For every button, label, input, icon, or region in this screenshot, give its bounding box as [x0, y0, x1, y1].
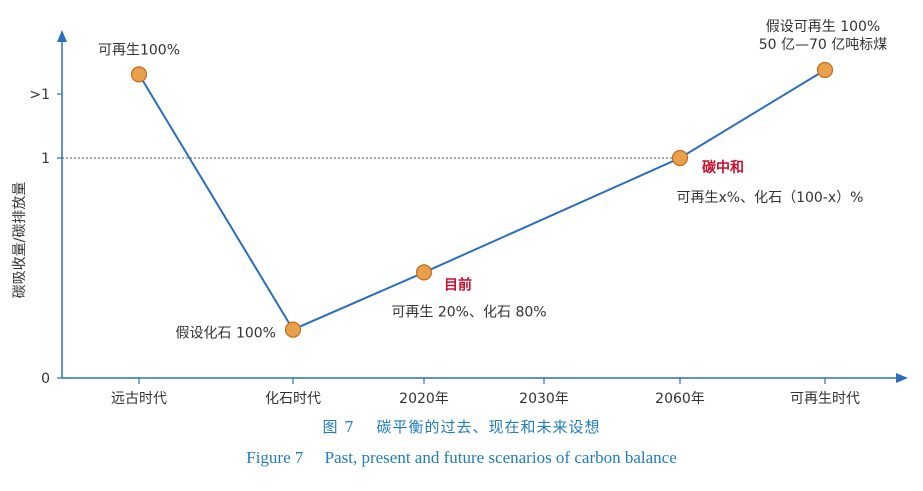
- figure-caption-cn: 图 7 碳平衡的过去、现在和未来设想: [322, 418, 601, 436]
- y-tick-label: 1: [41, 151, 50, 167]
- point-annotation: 可再生 20%、化石 80%: [391, 304, 546, 320]
- data-point: [671, 149, 689, 167]
- x-tick-label: 可再生时代: [790, 391, 860, 407]
- data-point: [816, 61, 834, 79]
- x-tick-label: 远古时代: [111, 391, 167, 407]
- chart: 碳吸收量/碳排放量 0 1 >1 远古时代 化石时代 2020年 2030年 2060年 可再…: [12, 19, 908, 407]
- point-annotation: 假设可再生 100%: [766, 19, 880, 35]
- y-tick-label: 0: [41, 371, 50, 387]
- figure-caption-en: Figure 7 Past, present and future scenar…: [246, 448, 677, 467]
- data-point: [415, 264, 433, 281]
- point-annotation: 可再生x%、化石（100-x）%: [677, 190, 864, 206]
- x-tick-label: 化石时代: [265, 391, 321, 407]
- x-axis-arrow: [896, 373, 908, 383]
- y-tick-label: >1: [29, 87, 50, 103]
- data-point: [284, 321, 302, 338]
- x-tick-label: 2030年: [519, 391, 569, 407]
- point-annotation: 假设化石 100%: [176, 326, 276, 342]
- highlight-label: 碳中和: [702, 159, 744, 176]
- point-annotation: 50 亿—70 亿吨标煤: [759, 37, 888, 53]
- y-axis-label: 碳吸收量/碳排放量: [12, 182, 28, 299]
- y-axis-arrow: [57, 30, 67, 42]
- data-point: [130, 66, 148, 83]
- markers-group: [130, 61, 834, 338]
- x-tick-label: 2020年: [399, 391, 449, 407]
- highlight-label: 目前: [444, 276, 472, 293]
- x-ticks: 远古时代 化石时代 2020年 2030年 2060年 可再生时代: [111, 378, 860, 407]
- x-tick-label: 2060年: [655, 391, 705, 407]
- point-annotation: 可再生100%: [98, 42, 180, 58]
- y-ticks: 0 1 >1: [29, 87, 62, 387]
